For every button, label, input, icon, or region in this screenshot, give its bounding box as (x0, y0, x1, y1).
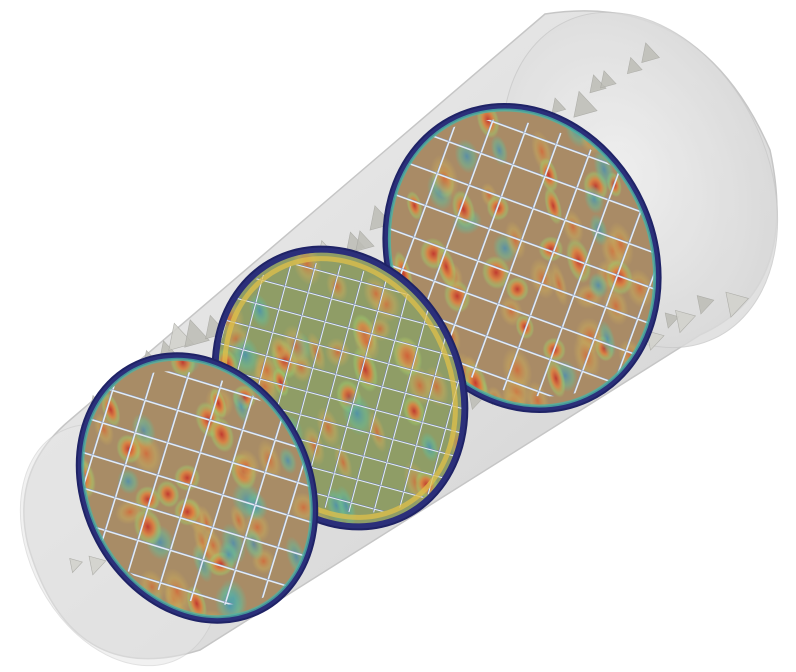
fin (725, 291, 749, 318)
fin (675, 309, 697, 334)
fin (573, 90, 598, 118)
fin (600, 70, 617, 89)
fin (355, 230, 375, 252)
cross-section-right (346, 85, 703, 429)
fin (589, 74, 607, 94)
fin (641, 42, 660, 63)
fin (551, 97, 567, 114)
fin (69, 558, 83, 574)
fin (664, 312, 680, 329)
fin (696, 295, 715, 315)
fin (627, 56, 643, 75)
fin (184, 319, 210, 348)
fin (88, 555, 107, 576)
